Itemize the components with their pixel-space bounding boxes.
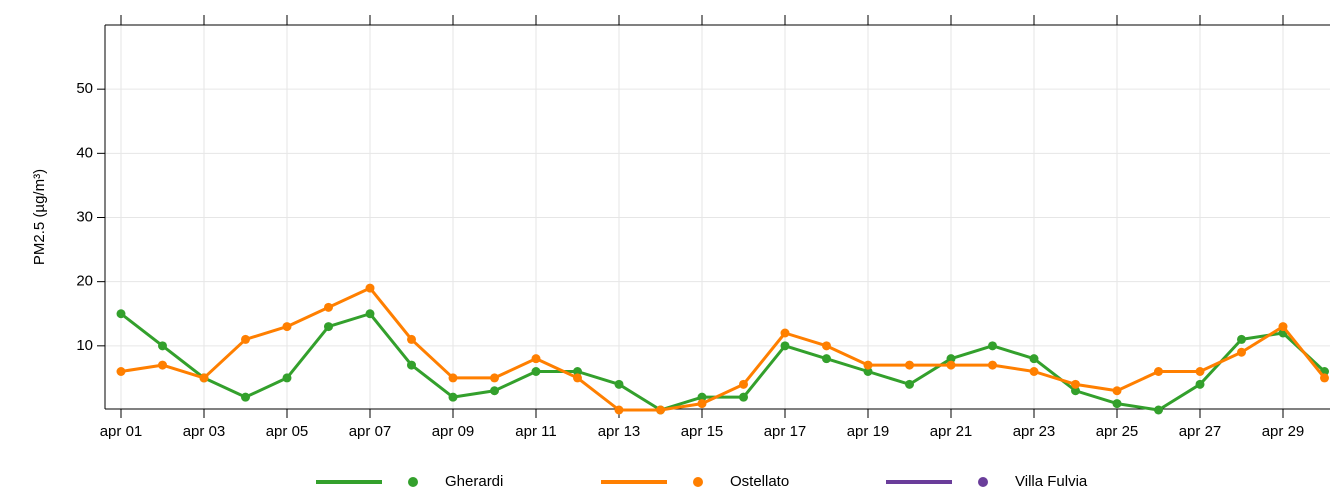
data-point (116, 367, 126, 376)
data-point (822, 341, 831, 351)
data-point (1154, 367, 1163, 376)
series-line (120, 312, 1326, 412)
legend-label: Villa Fulvia (1015, 473, 1088, 490)
x-tick-label: apr 01 (100, 423, 143, 440)
data-point (531, 354, 541, 364)
data-point (656, 405, 665, 415)
data-point (988, 341, 997, 351)
data-point (988, 360, 997, 370)
x-tick-label: apr 15 (681, 423, 724, 440)
data-point (365, 309, 375, 319)
data-point (905, 379, 914, 389)
data-point (282, 373, 292, 383)
x-tick-label: apr 29 (1262, 423, 1305, 440)
y-tick-label: 20 (76, 273, 93, 290)
data-point (1071, 386, 1080, 396)
legend-dot (693, 477, 703, 487)
data-point (863, 360, 873, 370)
data-point (531, 367, 541, 376)
x-tick-label: apr 25 (1096, 423, 1139, 440)
data-point (946, 360, 956, 370)
data-point (780, 328, 790, 338)
data-point (116, 309, 126, 319)
x-tick-label: apr 17 (764, 423, 807, 440)
x-tick-label: apr 09 (432, 423, 475, 440)
x-tick-label: apr 27 (1179, 423, 1222, 440)
y-tick-label: 30 (76, 208, 93, 225)
data-point (614, 379, 624, 389)
data-point (780, 341, 790, 351)
data-point (1320, 373, 1329, 383)
data-point (697, 399, 707, 409)
data-point (407, 360, 416, 370)
data-point (1154, 405, 1163, 415)
data-point (282, 322, 292, 332)
data-point (739, 392, 748, 402)
data-point (573, 367, 582, 376)
x-tick-label: apr 13 (598, 423, 641, 440)
data-point (1237, 347, 1246, 357)
data-point (1112, 399, 1122, 409)
x-tick-label: apr 11 (515, 423, 556, 440)
data-point (1278, 322, 1288, 332)
data-point (905, 360, 914, 370)
x-tick-label: apr 21 (930, 423, 973, 440)
data-point (863, 367, 873, 376)
data-point (822, 354, 831, 364)
x-tick-label: apr 05 (266, 423, 309, 440)
data-point (1195, 367, 1205, 376)
data-point (448, 373, 458, 383)
x-tick-label: apr 07 (349, 423, 392, 440)
data-point (407, 334, 416, 344)
legend-label: Ostellato (730, 473, 789, 490)
y-tick-label: 10 (76, 337, 93, 354)
x-tick-label: apr 19 (847, 423, 890, 440)
data-point (241, 334, 250, 344)
y-axis-label: PM2.5 (µg/m³) (31, 169, 48, 265)
legend-dot (408, 477, 418, 487)
data-point (1112, 386, 1122, 396)
data-point (158, 341, 167, 351)
legend-label: Gherardi (445, 473, 503, 490)
y-tick-label: 50 (76, 80, 93, 97)
data-point (490, 373, 499, 383)
data-point (697, 392, 707, 402)
data-point (241, 392, 250, 402)
y-tick-label: 40 (76, 144, 93, 161)
data-point (324, 302, 333, 312)
x-tick-label: apr 23 (1013, 423, 1056, 440)
data-point (1195, 379, 1205, 389)
data-point (448, 392, 458, 402)
data-point (573, 373, 582, 383)
data-point (324, 322, 333, 332)
series-line (120, 286, 1326, 412)
legend-dot (978, 477, 988, 487)
data-point (946, 354, 956, 364)
data-point (199, 373, 209, 383)
data-point (614, 405, 624, 415)
data-point (158, 360, 167, 370)
data-point (365, 283, 375, 293)
data-point (739, 379, 748, 389)
data-point (490, 386, 499, 396)
data-point (1237, 334, 1246, 344)
data-point (1029, 354, 1039, 364)
x-tick-label: apr 03 (183, 423, 226, 440)
data-point (1029, 367, 1039, 376)
data-point (1071, 379, 1080, 389)
